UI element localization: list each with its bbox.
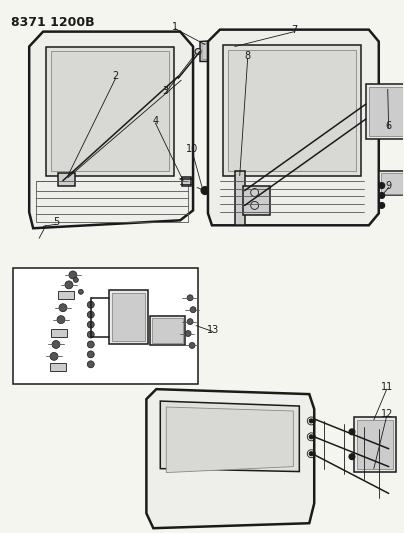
Polygon shape (51, 328, 67, 336)
Polygon shape (58, 173, 75, 185)
Circle shape (379, 183, 385, 189)
Polygon shape (357, 420, 393, 469)
Circle shape (349, 454, 355, 459)
Polygon shape (235, 171, 245, 225)
Polygon shape (366, 84, 404, 139)
Circle shape (57, 316, 65, 324)
Circle shape (185, 330, 191, 336)
Polygon shape (160, 401, 299, 472)
Text: 12: 12 (381, 409, 393, 419)
Polygon shape (13, 268, 198, 384)
Circle shape (187, 295, 193, 301)
Polygon shape (208, 30, 379, 225)
Circle shape (309, 435, 313, 439)
Polygon shape (379, 171, 404, 196)
Text: 13: 13 (207, 325, 219, 335)
Circle shape (69, 271, 77, 279)
Polygon shape (112, 293, 145, 342)
Circle shape (87, 301, 94, 308)
Polygon shape (150, 316, 185, 345)
Polygon shape (29, 31, 193, 228)
Circle shape (190, 306, 196, 313)
Text: 11: 11 (381, 382, 393, 392)
Polygon shape (381, 173, 404, 193)
Polygon shape (109, 290, 148, 344)
Circle shape (87, 361, 94, 368)
Circle shape (201, 187, 209, 195)
Circle shape (195, 49, 201, 54)
Circle shape (87, 341, 94, 348)
Text: 8371 1200B: 8371 1200B (11, 16, 95, 29)
Circle shape (379, 192, 385, 198)
Polygon shape (243, 185, 269, 215)
Polygon shape (369, 87, 404, 136)
Circle shape (59, 304, 67, 312)
Circle shape (78, 289, 83, 294)
Circle shape (87, 321, 94, 328)
Polygon shape (202, 42, 230, 60)
Circle shape (65, 281, 73, 289)
Polygon shape (354, 417, 396, 472)
Text: 6: 6 (386, 121, 392, 131)
Circle shape (50, 352, 58, 360)
Text: 8: 8 (244, 52, 251, 61)
Polygon shape (146, 389, 314, 528)
Polygon shape (200, 39, 232, 61)
Circle shape (87, 351, 94, 358)
Polygon shape (182, 176, 191, 185)
Text: 3: 3 (162, 86, 168, 96)
Polygon shape (223, 45, 361, 176)
Circle shape (87, 331, 94, 338)
Circle shape (379, 203, 385, 208)
Polygon shape (152, 318, 183, 343)
Polygon shape (228, 50, 356, 171)
Circle shape (349, 429, 355, 435)
Polygon shape (51, 52, 169, 171)
Text: 1: 1 (172, 22, 178, 31)
Text: 7: 7 (291, 25, 297, 35)
Circle shape (309, 452, 313, 456)
Polygon shape (50, 364, 66, 372)
Polygon shape (46, 46, 174, 176)
Polygon shape (58, 291, 74, 299)
Circle shape (189, 343, 195, 349)
Circle shape (187, 319, 193, 325)
Circle shape (52, 341, 60, 349)
Text: 2: 2 (112, 71, 119, 82)
Circle shape (87, 311, 94, 318)
Circle shape (309, 419, 313, 423)
Text: 10: 10 (186, 144, 198, 154)
Text: 9: 9 (386, 181, 392, 191)
Text: 5: 5 (53, 217, 59, 227)
Polygon shape (166, 407, 293, 473)
Circle shape (74, 277, 78, 282)
Text: 4: 4 (152, 116, 158, 126)
